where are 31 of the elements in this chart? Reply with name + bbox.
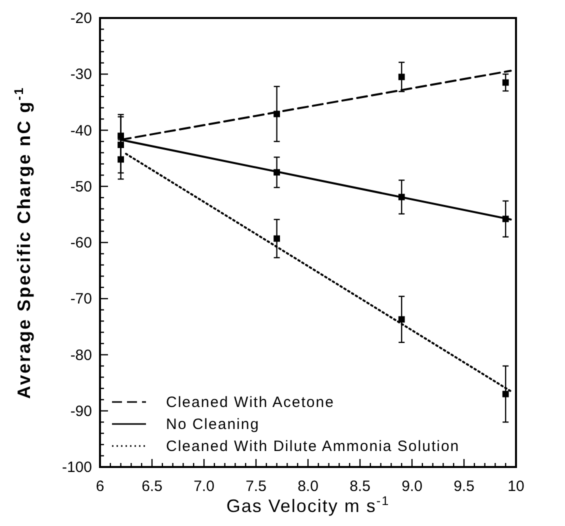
y-tick-label: -80	[70, 346, 92, 364]
legend-label: Cleaned With Dilute Ammonia Solution	[166, 438, 460, 455]
y-tick-label: -40	[70, 122, 92, 140]
point	[398, 194, 405, 200]
y-tick-label: -70	[70, 290, 92, 308]
legend-label: Cleaned With Acetone	[166, 394, 334, 411]
y-tick-label: -60	[70, 234, 92, 252]
legend-label: No Cleaning	[166, 416, 260, 433]
point	[502, 79, 509, 86]
x-tick-label: 7.5	[246, 478, 266, 495]
point	[502, 390, 509, 398]
point	[398, 316, 405, 323]
x-tick-label: 8.0	[298, 478, 318, 495]
x-axis-title: Gas Velocity m s$^{-1}$	[226, 494, 390, 516]
y-tick-label: -20	[70, 10, 92, 27]
x-tick-label: 9.5	[454, 478, 474, 495]
point	[502, 216, 509, 222]
x-tick-label: 7.0	[194, 478, 214, 495]
y-tick-label: -50	[70, 178, 92, 196]
y-tick-label: -90	[70, 402, 92, 420]
x-tick-label: 9.0	[402, 478, 422, 495]
point	[274, 110, 280, 118]
point	[398, 74, 405, 80]
point	[274, 235, 280, 242]
x-tick-label: 6	[96, 478, 104, 495]
y-tick-label: -100	[62, 459, 92, 476]
x-tick-label: 6.5	[142, 478, 162, 495]
x-tick-label: 8.5	[350, 478, 370, 495]
y-tick-label: -30	[70, 66, 92, 84]
point	[274, 169, 280, 176]
x-tick-label: 10	[508, 478, 524, 495]
